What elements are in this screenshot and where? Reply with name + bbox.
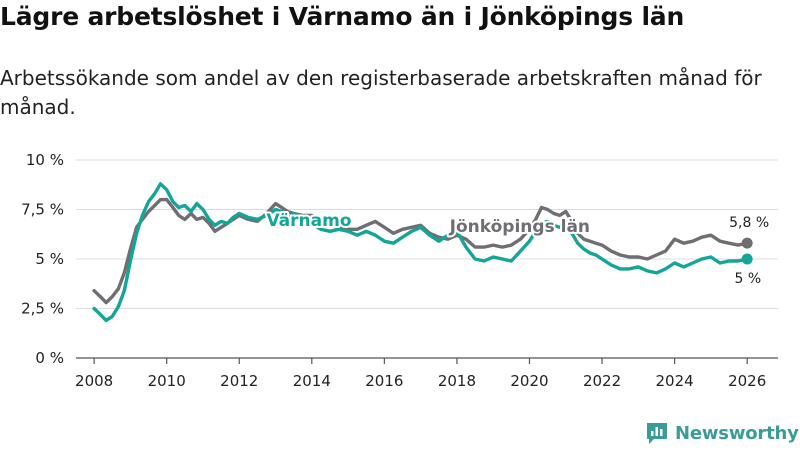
x-tick-label: 2012	[220, 372, 258, 390]
newsworthy-logo-icon	[646, 421, 668, 445]
series-line-varnamo	[92, 182, 749, 323]
y-tick-label: 7,5 %	[21, 201, 64, 219]
x-tick-label: 2024	[656, 372, 694, 390]
y-tick-label: 0 %	[35, 349, 64, 367]
series-labels: Värnamo Jönköpings län 5,8 % 5 %	[264, 209, 769, 287]
x-tick-label: 2016	[365, 372, 403, 390]
y-tick-label: 5 %	[35, 250, 64, 268]
chart-subtitle: Arbetssökande som andel av den registerb…	[0, 66, 762, 119]
newsworthy-logo: Newsworthy	[646, 419, 799, 447]
x-tick-label: 2022	[583, 372, 621, 390]
x-tick-label: 2026	[728, 372, 766, 390]
x-tick-label: 2008	[75, 372, 113, 390]
y-tick-label: 10 %	[26, 151, 64, 169]
chart-title: Lägre arbetslöshet i Värnamo än i Jönköp…	[0, 2, 685, 31]
series-label-varnamo: Värnamo	[266, 211, 351, 231]
series-label-jonkopings-lan: Jönköpings län	[449, 217, 590, 237]
series-lines	[92, 182, 753, 323]
end-value-label-jonkopings-lan: 5,8 %	[729, 215, 769, 231]
end-value-label-varnamo: 5 %	[734, 271, 761, 287]
x-tick-label: 2010	[148, 372, 186, 390]
newsworthy-logo-text: Newsworthy	[675, 422, 799, 444]
series-line-jonkopings-lan	[92, 197, 749, 305]
x-tick-label: 2018	[438, 372, 476, 390]
end-point-jonkopings-lan	[741, 237, 753, 249]
x-tick-label: 2014	[293, 372, 331, 390]
y-tick-label: 2,5 %	[21, 300, 64, 318]
x-tick-label: 2020	[510, 372, 548, 390]
end-point-varnamo	[741, 253, 753, 265]
axes: 0 % 2,5 % 5 % 7,5 % 10 % 2008 2010 2012 2014 2016…	[21, 151, 778, 390]
